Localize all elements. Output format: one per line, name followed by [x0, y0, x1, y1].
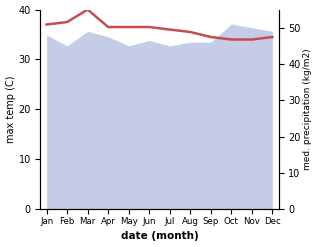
X-axis label: date (month): date (month)	[121, 231, 198, 242]
Y-axis label: med. precipitation (kg/m2): med. precipitation (kg/m2)	[303, 49, 313, 170]
Y-axis label: max temp (C): max temp (C)	[5, 76, 16, 143]
